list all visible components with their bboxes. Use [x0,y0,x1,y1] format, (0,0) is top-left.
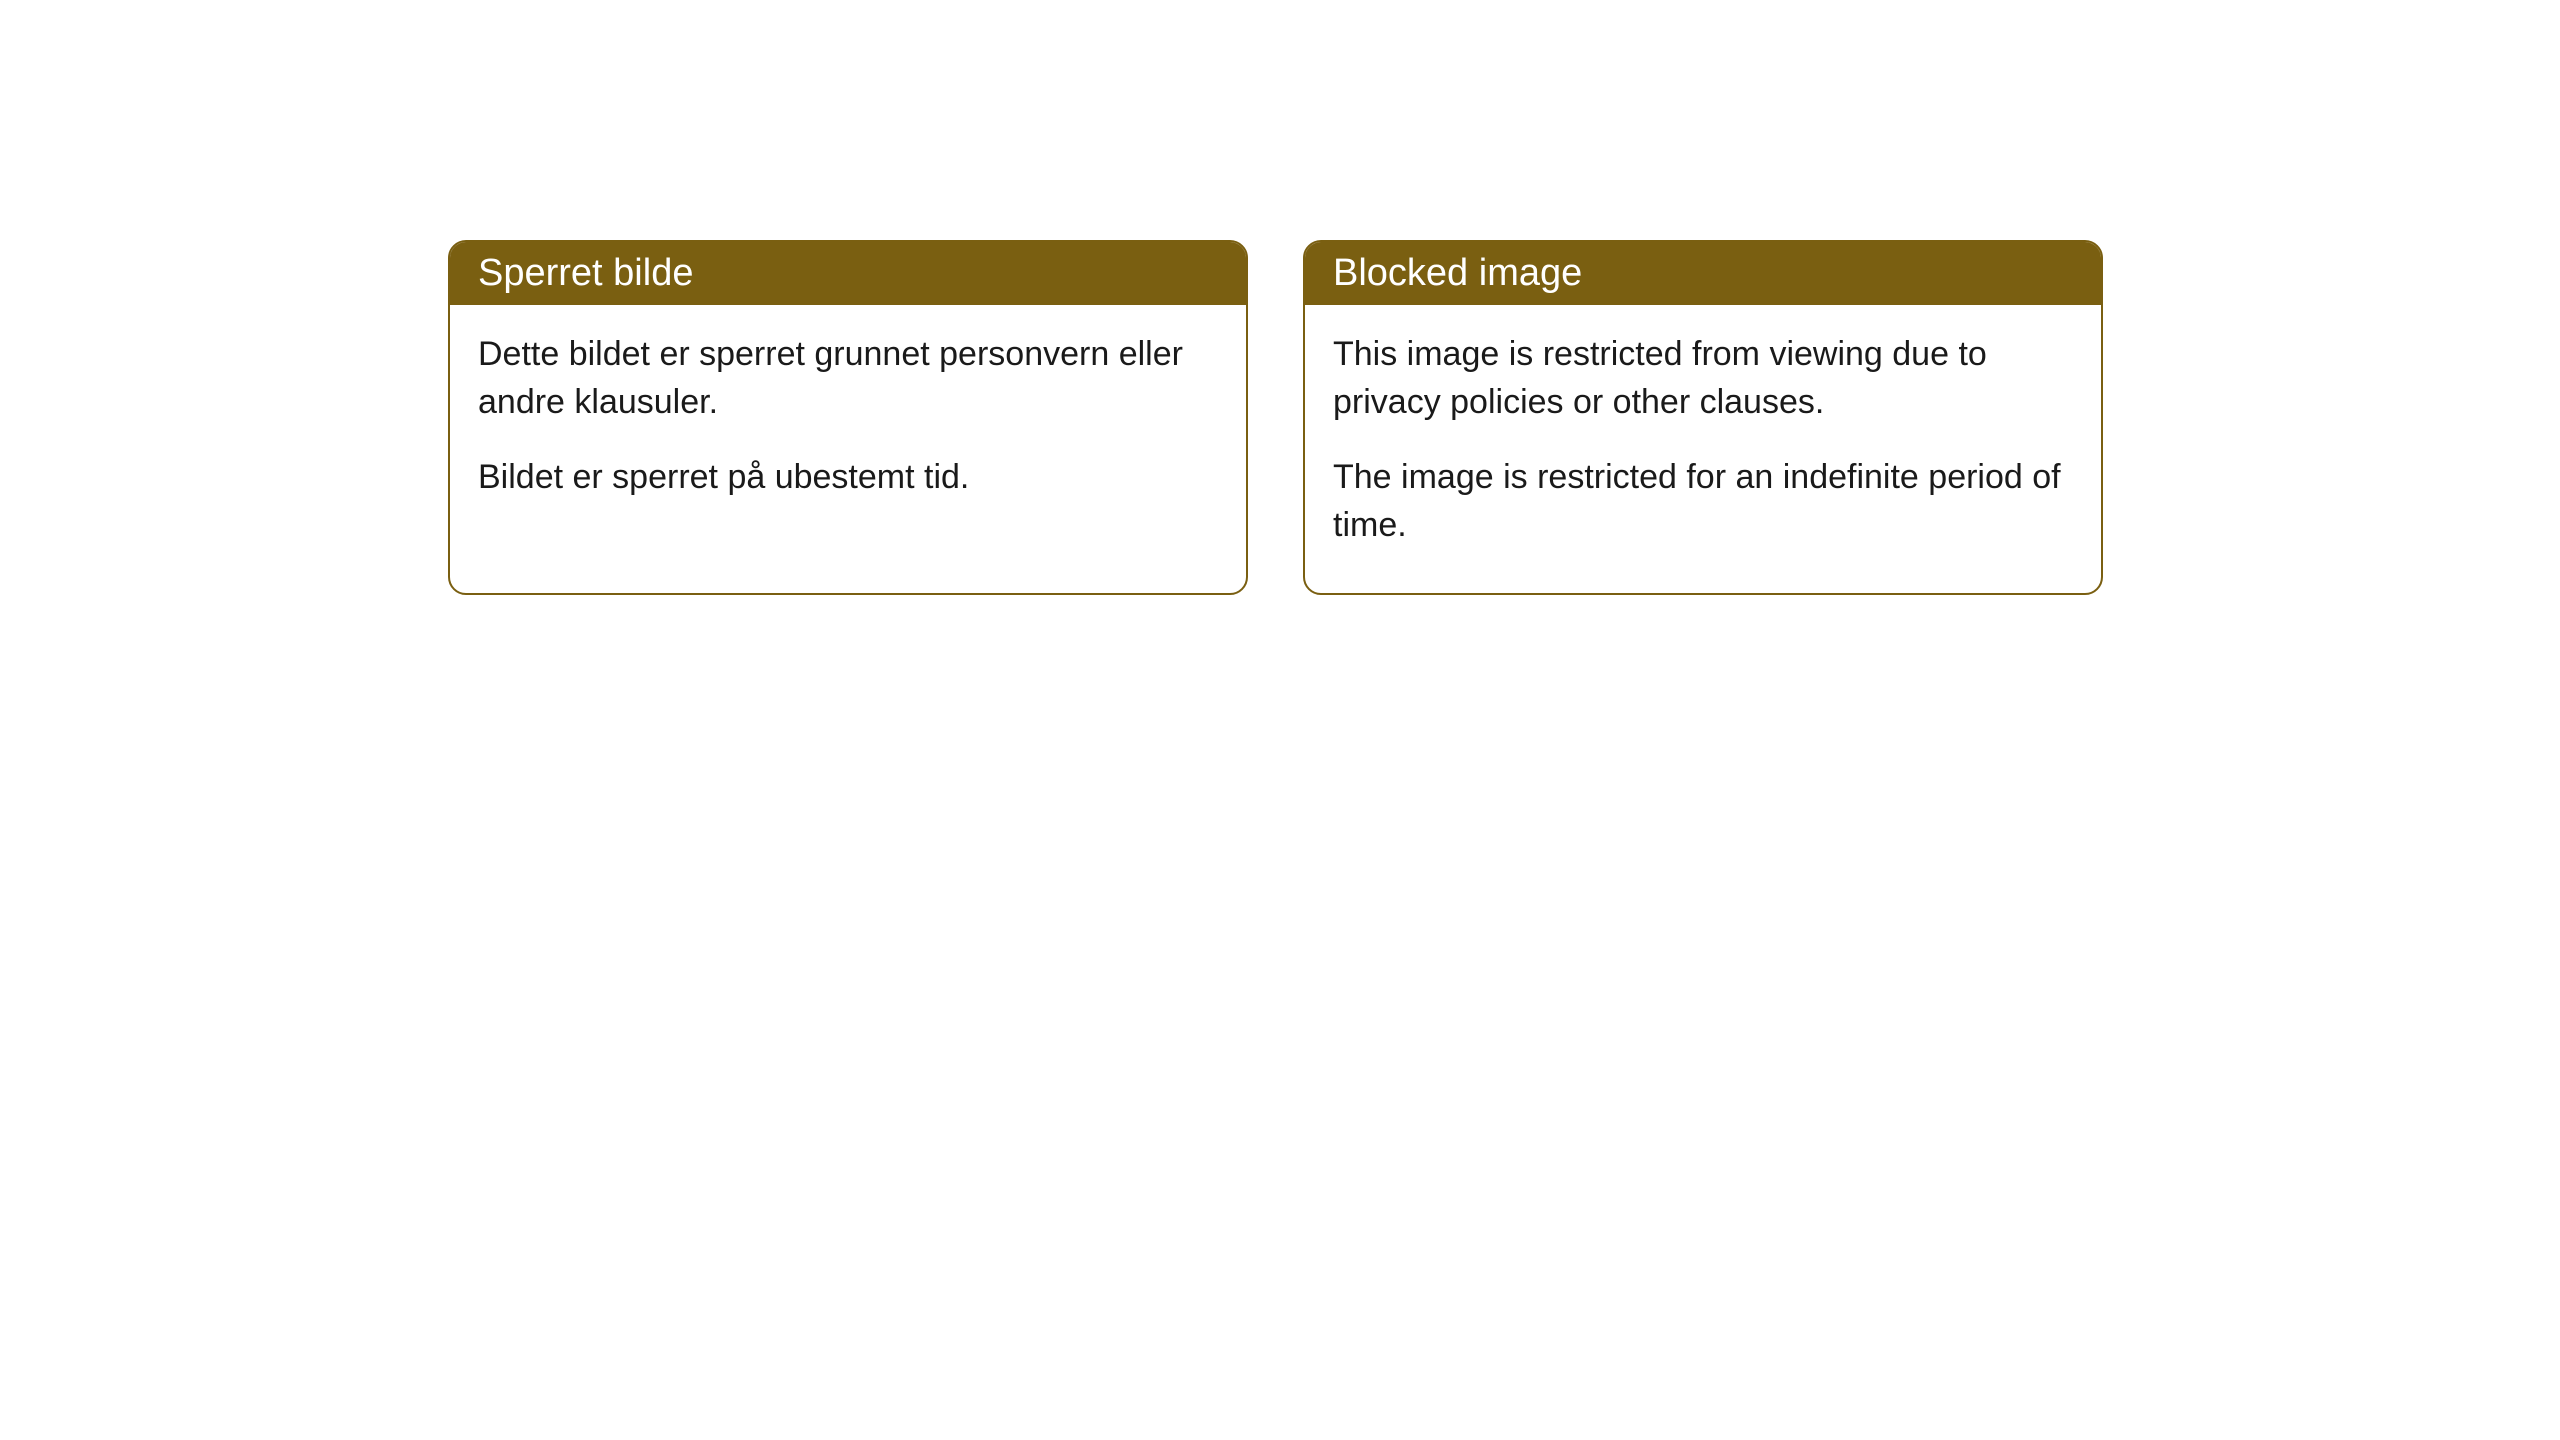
card-paragraph: This image is restricted from viewing du… [1333,331,2073,426]
card-title: Blocked image [1333,252,1582,294]
card-paragraph: Bildet er sperret på ubestemt tid. [478,454,1218,502]
card-title: Sperret bilde [478,252,693,294]
blocked-image-card-english: Blocked image This image is restricted f… [1303,240,2103,595]
card-paragraph: Dette bildet er sperret grunnet personve… [478,331,1218,426]
card-body: Dette bildet er sperret grunnet personve… [450,305,1246,546]
card-header: Sperret bilde [450,242,1246,305]
blocked-image-card-norwegian: Sperret bilde Dette bildet er sperret gr… [448,240,1248,595]
cards-container: Sperret bilde Dette bildet er sperret gr… [448,240,2103,595]
card-body: This image is restricted from viewing du… [1305,305,2101,593]
card-header: Blocked image [1305,242,2101,305]
card-paragraph: The image is restricted for an indefinit… [1333,454,2073,549]
